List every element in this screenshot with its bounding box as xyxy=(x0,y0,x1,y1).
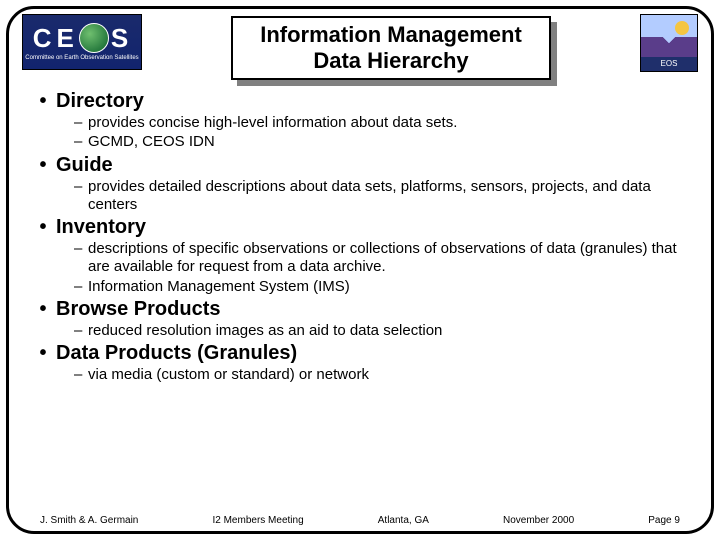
mountain-icon xyxy=(641,37,697,57)
list-item: • Browse Products –reduced resolution im… xyxy=(30,298,690,340)
ceos-logo: CE S Committee on Earth Observation Satel… xyxy=(22,14,142,70)
eos-logo: EOS xyxy=(640,14,698,72)
item-heading: Guide xyxy=(56,154,113,177)
eos-label: EOS xyxy=(641,57,697,71)
list-item: • Guide –provides detailed descriptions … xyxy=(30,154,690,215)
footer-meeting: I2 Members Meeting xyxy=(212,515,303,526)
sun-icon xyxy=(675,21,689,35)
footer-date: November 2000 xyxy=(503,515,574,526)
dash-icon: – xyxy=(74,114,88,132)
bullet-icon: • xyxy=(30,216,56,239)
title-box: Information Management Data Hierarchy xyxy=(231,16,551,80)
header: CE S Committee on Earth Observation Satel… xyxy=(22,14,698,86)
dash-icon: – xyxy=(74,178,88,215)
footer-page: Page 9 xyxy=(648,515,680,526)
bullet-icon: • xyxy=(30,154,56,177)
sub-text: provides detailed descriptions about dat… xyxy=(88,178,690,215)
globe-icon xyxy=(79,23,109,53)
footer-location: Atlanta, GA xyxy=(378,515,429,526)
sub-text: provides concise high-level information … xyxy=(88,114,457,132)
dash-icon: – xyxy=(74,366,88,384)
dash-icon: – xyxy=(74,133,88,151)
bullet-icon: • xyxy=(30,298,56,321)
dash-icon: – xyxy=(74,322,88,340)
item-heading: Browse Products xyxy=(56,298,220,321)
bullet-icon: • xyxy=(30,342,56,365)
dash-icon: – xyxy=(74,240,88,277)
title-line-1: Information Management xyxy=(260,22,522,48)
list-item: • Data Products (Granules) –via media (c… xyxy=(30,342,690,384)
logo-letter-e: E xyxy=(57,25,77,51)
dash-icon: – xyxy=(74,278,88,296)
logo-letter-c: C xyxy=(33,25,55,51)
footer-authors: J. Smith & A. Germain xyxy=(40,515,138,526)
sub-text: GCMD, CEOS IDN xyxy=(88,133,215,151)
bullet-icon: • xyxy=(30,90,56,113)
sub-text: via media (custom or standard) or networ… xyxy=(88,366,369,384)
logo-letter-s: S xyxy=(111,25,131,51)
content-area: • Directory –provides concise high-level… xyxy=(30,90,690,498)
sub-text: descriptions of specific observations or… xyxy=(88,240,690,277)
list-item: • Inventory –descriptions of specific ob… xyxy=(30,216,690,296)
item-heading: Inventory xyxy=(56,216,146,239)
item-heading: Directory xyxy=(56,90,144,113)
ceos-subtitle: Committee on Earth Observation Satellite… xyxy=(25,55,138,61)
item-heading: Data Products (Granules) xyxy=(56,342,297,365)
title-line-2: Data Hierarchy xyxy=(260,48,522,74)
list-item: • Directory –provides concise high-level… xyxy=(30,90,690,152)
footer: J. Smith & A. Germain I2 Members Meeting… xyxy=(40,515,680,526)
sub-text: reduced resolution images as an aid to d… xyxy=(88,322,442,340)
sub-text: Information Management System (IMS) xyxy=(88,278,350,296)
